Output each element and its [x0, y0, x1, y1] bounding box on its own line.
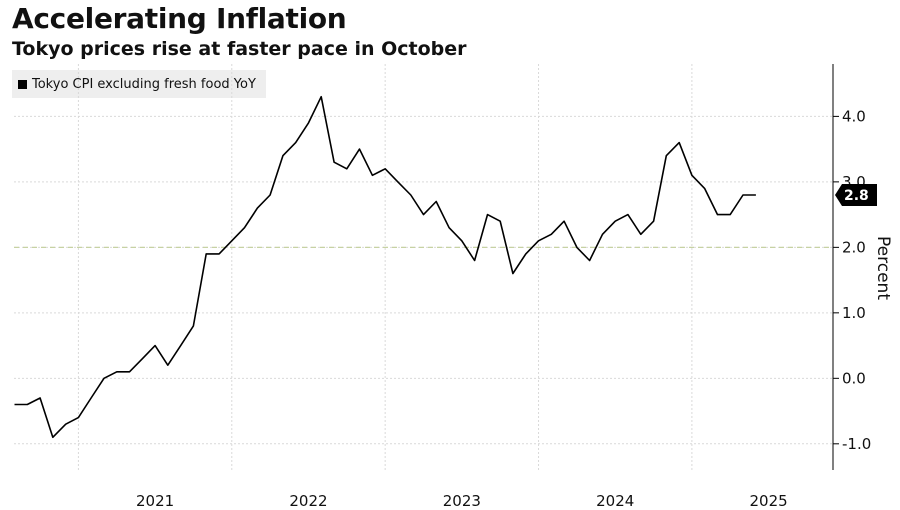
last-value-badge-shape: [835, 183, 877, 206]
chart-title: Accelerating Inflation: [12, 2, 347, 35]
x-tick-label: 2025: [749, 492, 787, 510]
chart-subtitle: Tokyo prices rise at faster pace in Octo…: [12, 38, 467, 60]
y-tick-label: 0.0: [842, 369, 866, 387]
y-axis-label: Percent: [873, 236, 893, 300]
y-axis: 4.03.02.01.00.0-1.0: [832, 64, 871, 470]
last-value-badge: 2.8: [835, 183, 877, 206]
y-tick-label: 2.0: [842, 238, 866, 256]
x-tick-label: 2023: [443, 492, 481, 510]
last-value-badge-label: 2.8: [844, 188, 869, 204]
legend-label: Tokyo CPI excluding fresh food YoY: [32, 76, 256, 92]
legend-swatch: [18, 79, 27, 89]
x-axis: 2021 2022 2023 2024 2025: [136, 492, 788, 510]
legend: Tokyo CPI excluding fresh food YoY: [12, 70, 266, 98]
x-tick-label: 2024: [596, 492, 634, 510]
x-tick-label: 2021: [136, 492, 174, 510]
grid-lines: [14, 64, 833, 470]
y-tick-label: 4.0: [842, 107, 866, 125]
series-line: [14, 95, 756, 439]
x-tick-label: 2022: [289, 492, 327, 510]
y-tick-label: -1.0: [842, 435, 871, 453]
y-tick-label: 1.0: [842, 304, 866, 322]
